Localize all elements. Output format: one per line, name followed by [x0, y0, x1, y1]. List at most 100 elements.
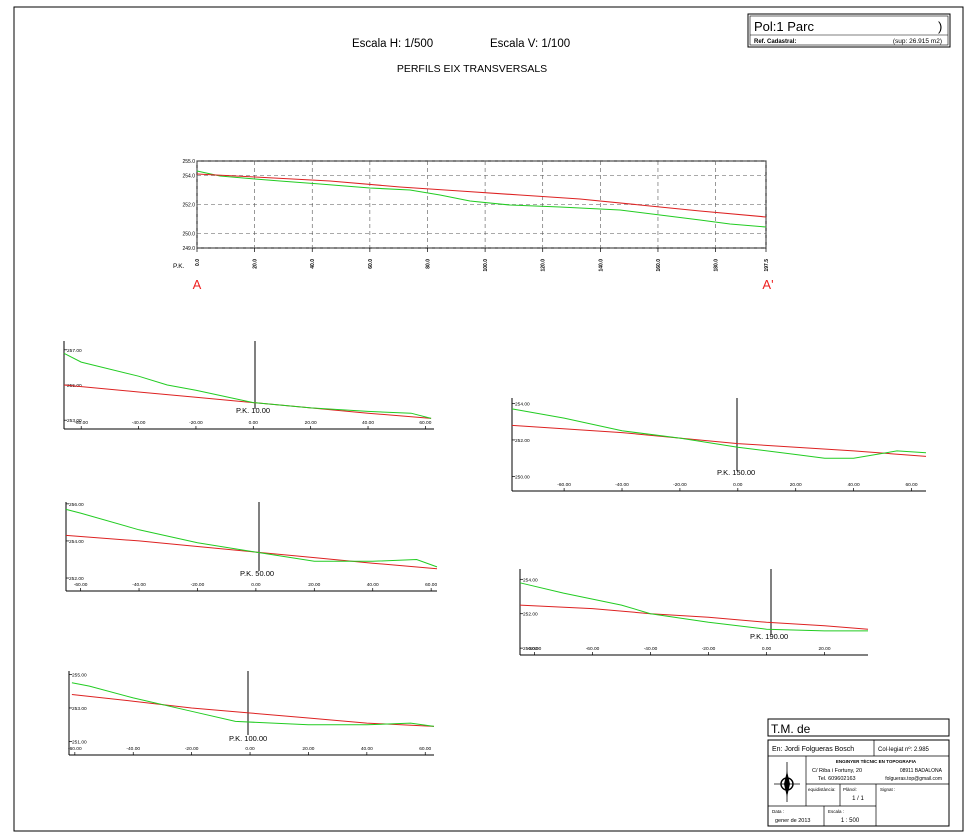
section-pk-label: P.K. 100.00: [229, 734, 267, 743]
section-x-tick-label: -20.00: [702, 646, 716, 652]
section-x-tick-label: 20.00: [790, 482, 802, 488]
cartouche-date-value: gener de 2013: [775, 818, 810, 824]
long-x-tick-label: 120.0: [541, 259, 547, 272]
section-start-label: A: [193, 277, 202, 292]
section-terrain-line: [63, 352, 432, 419]
cartouche-city: 08911 BADALONA: [900, 768, 943, 774]
long-profile-grid: [196, 160, 767, 249]
long-profile-terrain-line: [196, 170, 767, 228]
section-x-tick-label: 60.00: [419, 746, 431, 752]
long-x-tick-label: 197.5: [764, 259, 770, 272]
cartouche-date-label: Data :: [772, 809, 784, 814]
section-x-tick-label: 0.00: [249, 420, 259, 426]
section-y-tick-label: 251.00: [72, 740, 87, 746]
cartouche-plano-label: Plànol:: [843, 787, 857, 792]
long-x-tick-label: 20.0: [253, 259, 259, 269]
section-x-tick-label: 0.00: [733, 482, 743, 488]
section-terrain-line: [519, 582, 868, 632]
cartouche-signat: Signat :: [880, 787, 895, 792]
section-x-tick-label: 40.00: [361, 746, 373, 752]
section-x-tick-label: -20.00: [185, 746, 199, 752]
cartouche: T.M. de En: Jordi Folgueras Bosch Col·le…: [767, 718, 950, 827]
section-y-tick-label: 250.00: [523, 646, 538, 652]
section-x-tick-label: -20.00: [191, 582, 205, 588]
section-x-tick-label: 20.00: [308, 582, 320, 588]
section-pk-label: P.K. 50.00: [240, 569, 274, 578]
section-y-tick-label: 256.00: [69, 502, 84, 508]
title-box: Pol:1 Parc ) Ref. Cadastral: (sup: 26.91…: [747, 13, 951, 48]
section-x-tick-label: -40.00: [132, 420, 146, 426]
section-design-line: [519, 604, 869, 630]
section-design-line: [71, 694, 435, 727]
cartouche-author: En: Jordi Folgueras Bosch: [772, 746, 854, 753]
cartouche-address: C/ Riba i Fortuny, 20: [812, 768, 862, 774]
section-x-tick-label: -40.00: [615, 482, 629, 488]
section-x-tick-label: 20.00: [818, 646, 830, 652]
section-pk-label: P.K. 10.00: [236, 406, 270, 415]
long-x-tick-label: 60.0: [368, 259, 374, 269]
cartouche-profession: ENGINYER TÈCNIC EN TOPOGRAFIA: [836, 757, 917, 764]
section-y-tick-label: 253.00: [67, 418, 82, 424]
section-x-tick-label: -60.00: [68, 746, 82, 752]
drawing-title: PERFILS EIX TRANSVERSALS: [397, 63, 547, 75]
section-design-line: [511, 424, 927, 457]
section-y-tick-label: 254.00: [69, 539, 84, 545]
section-x-tick-label: -20.00: [673, 482, 687, 488]
long-x-tick-label: 0.0: [195, 259, 201, 266]
section-x-tick-label: 60.00: [425, 582, 437, 588]
section-pk-label: P.K. 190.00: [750, 632, 788, 641]
section-y-tick-label: 257.00: [67, 348, 82, 354]
section-x-tick-label: -60.00: [557, 482, 571, 488]
long-profile-design-line: [196, 173, 767, 218]
section-y-tick-label: 255.00: [72, 672, 87, 678]
cross-section-5: 255.00 253.00 251.00-60.00 -40.00 -20.00 0.00…: [68, 671, 435, 756]
cross-section-3: 256.00 254.00 252.00-60.00 -40.00 -20.00 0.00…: [65, 502, 438, 592]
section-end-label: A': [762, 277, 773, 292]
section-x-tick-label: 0.00: [251, 582, 261, 588]
section-x-tick-label: -80.00: [528, 646, 542, 652]
section-terrain-line: [71, 682, 435, 727]
section-y-tick-label: 252.00: [515, 438, 530, 444]
section-x-tick-label: 20.00: [302, 746, 314, 752]
section-x-tick-label: 0.00: [245, 746, 255, 752]
cartouche-scale-value: 1 : 500: [841, 818, 860, 824]
parcel-label: Pol:1 Parc: [754, 19, 814, 34]
longitudinal-profile: 255.0 254.0 252.0 250.0 249.0 0.0 20.0 40.0 60.…: [173, 159, 774, 292]
section-x-tick-label: -60.00: [74, 420, 88, 426]
long-x-tick-label: 100.0: [483, 259, 489, 272]
section-terrain-line: [511, 408, 927, 459]
long-x-tick-label: 40.0: [310, 259, 316, 269]
long-x-tick-label: 160.0: [656, 259, 662, 272]
cartouche-phone: Tel. 609602163: [818, 776, 856, 782]
section-x-tick-label: 60.00: [906, 482, 918, 488]
cartouche-email: folgueras.top@gmail.com: [885, 776, 942, 782]
section-x-tick-label: 0.00: [762, 646, 772, 652]
section-x-tick-label: -60.00: [74, 582, 88, 588]
section-x-tick-label: -40.00: [132, 582, 146, 588]
section-y-tick-label: 250.00: [515, 474, 530, 480]
section-terrain-line: [65, 508, 438, 568]
section-x-tick-label: -40.00: [644, 646, 658, 652]
cross-section-4: 254.00 252.00 250.00-80.00 -60.00 -40.00 -20.…: [519, 569, 869, 656]
long-y-tick-label: 252.0: [182, 203, 195, 209]
cadastral-ref-label: Ref. Cadastral:: [754, 39, 796, 45]
long-profile-pk-label: P.K.: [173, 263, 185, 270]
long-x-tick-label: 80.0: [425, 259, 431, 269]
long-y-tick-label: 250.0: [182, 232, 195, 238]
section-design-line: [65, 534, 438, 570]
long-y-tick-label: 255.0: [182, 159, 195, 165]
surface-label: (sup: 26.915 m2): [893, 38, 942, 45]
long-x-tick-label: 180.0: [714, 259, 720, 272]
section-y-tick-label: 252.00: [523, 612, 538, 618]
long-profile-x-ticks: 0.0 20.0 40.0 60.0 80.0 100.0 120.0 140.0 160.0 1…: [195, 248, 770, 272]
scale-vertical: Escala V: 1/100: [490, 38, 570, 50]
parcel-close-paren: ): [938, 19, 942, 34]
section-y-tick-label: 253.00: [72, 706, 87, 712]
cross-section-2: 254.00 252.00 250.00 -60.00 -40.00 -20.00 0.00…: [511, 398, 927, 492]
cartouche-scale-label: Escala :: [828, 809, 844, 814]
long-profile-y-ticks: 255.0 254.0 252.0 250.0 249.0: [182, 159, 195, 252]
cartouche-municipality: T.M. de: [771, 722, 811, 736]
